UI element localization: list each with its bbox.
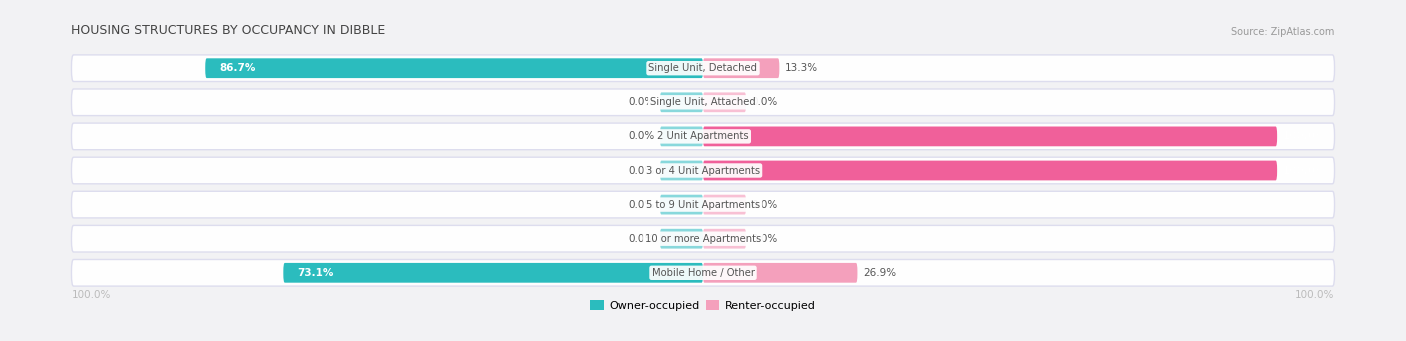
- Text: 0.0%: 0.0%: [628, 131, 654, 142]
- Text: 0.0%: 0.0%: [628, 234, 654, 244]
- Text: 0.0%: 0.0%: [628, 199, 654, 210]
- FancyBboxPatch shape: [659, 195, 703, 214]
- FancyBboxPatch shape: [703, 58, 779, 78]
- FancyBboxPatch shape: [72, 157, 1334, 184]
- Text: Source: ZipAtlas.com: Source: ZipAtlas.com: [1232, 27, 1334, 37]
- Text: HOUSING STRUCTURES BY OCCUPANCY IN DIBBLE: HOUSING STRUCTURES BY OCCUPANCY IN DIBBL…: [72, 24, 385, 37]
- Text: 100.0%: 100.0%: [1282, 165, 1326, 176]
- FancyBboxPatch shape: [72, 55, 1334, 81]
- Text: 0.0%: 0.0%: [752, 199, 778, 210]
- Text: 0.0%: 0.0%: [752, 97, 778, 107]
- FancyBboxPatch shape: [703, 127, 1277, 146]
- FancyBboxPatch shape: [72, 260, 1334, 286]
- Text: 10 or more Apartments: 10 or more Apartments: [645, 234, 761, 244]
- Text: Mobile Home / Other: Mobile Home / Other: [651, 268, 755, 278]
- Legend: Owner-occupied, Renter-occupied: Owner-occupied, Renter-occupied: [586, 296, 820, 315]
- FancyBboxPatch shape: [703, 161, 1277, 180]
- Text: Single Unit, Detached: Single Unit, Detached: [648, 63, 758, 73]
- FancyBboxPatch shape: [284, 263, 703, 283]
- FancyBboxPatch shape: [205, 58, 703, 78]
- FancyBboxPatch shape: [72, 225, 1334, 252]
- FancyBboxPatch shape: [72, 89, 1334, 116]
- Text: 13.3%: 13.3%: [785, 63, 818, 73]
- Text: 2 Unit Apartments: 2 Unit Apartments: [657, 131, 749, 142]
- Text: 0.0%: 0.0%: [628, 97, 654, 107]
- FancyBboxPatch shape: [703, 229, 747, 249]
- Text: 100.0%: 100.0%: [1295, 290, 1334, 300]
- FancyBboxPatch shape: [72, 191, 1334, 218]
- FancyBboxPatch shape: [703, 263, 858, 283]
- Text: 73.1%: 73.1%: [298, 268, 335, 278]
- FancyBboxPatch shape: [659, 127, 703, 146]
- Text: 0.0%: 0.0%: [628, 165, 654, 176]
- Text: 0.0%: 0.0%: [752, 234, 778, 244]
- FancyBboxPatch shape: [659, 92, 703, 112]
- Text: 100.0%: 100.0%: [72, 290, 111, 300]
- FancyBboxPatch shape: [72, 123, 1334, 150]
- Text: Single Unit, Attached: Single Unit, Attached: [650, 97, 756, 107]
- Text: 26.9%: 26.9%: [863, 268, 896, 278]
- FancyBboxPatch shape: [659, 161, 703, 180]
- Text: 86.7%: 86.7%: [219, 63, 256, 73]
- Text: 100.0%: 100.0%: [1282, 131, 1326, 142]
- FancyBboxPatch shape: [703, 195, 747, 214]
- Text: 5 to 9 Unit Apartments: 5 to 9 Unit Apartments: [645, 199, 761, 210]
- FancyBboxPatch shape: [659, 229, 703, 249]
- FancyBboxPatch shape: [703, 92, 747, 112]
- Text: 3 or 4 Unit Apartments: 3 or 4 Unit Apartments: [645, 165, 761, 176]
